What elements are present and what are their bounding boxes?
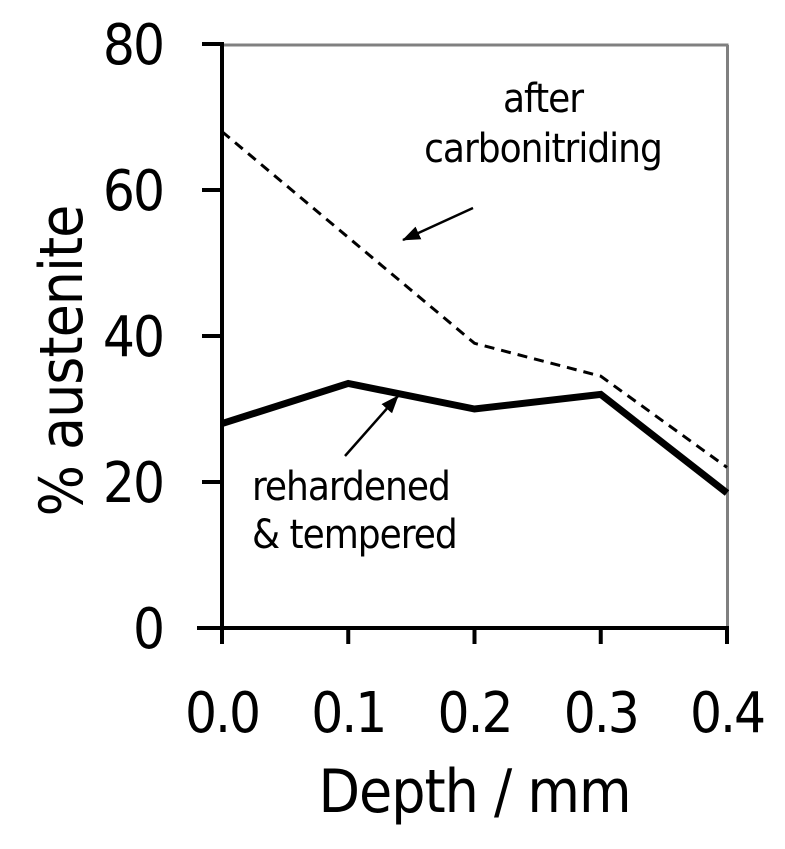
x-tick-label: 0.1 (311, 681, 387, 746)
x-tick-label: 0.3 (563, 681, 640, 746)
series-line-dashed (221, 130, 728, 469)
annotation-rehardened-tempered: rehardened & tempered (252, 464, 458, 558)
y-tick-label: 40 (102, 305, 165, 370)
x-tick-label: 0.2 (437, 681, 513, 746)
series-line-solid (220, 379, 730, 496)
x-tick-label: 0.0 (184, 681, 261, 746)
y-tick-label: 80 (102, 13, 165, 78)
y-tick-label: 60 (102, 159, 165, 224)
annotation-arrow-rehardened-tempered (344, 395, 399, 457)
x-tick-label: 0.4 (689, 681, 766, 746)
x-axis-title: Depth / mm (318, 757, 631, 827)
y-tick-label: 20 (102, 451, 165, 516)
y-tick-label: 0 (132, 597, 165, 662)
series-layer (220, 130, 730, 496)
ticks-layer (202, 42, 729, 644)
annotation-after-carbonitriding: after carbonitriding (424, 76, 663, 172)
annotation-arrow-after-carbonitriding (402, 206, 474, 242)
